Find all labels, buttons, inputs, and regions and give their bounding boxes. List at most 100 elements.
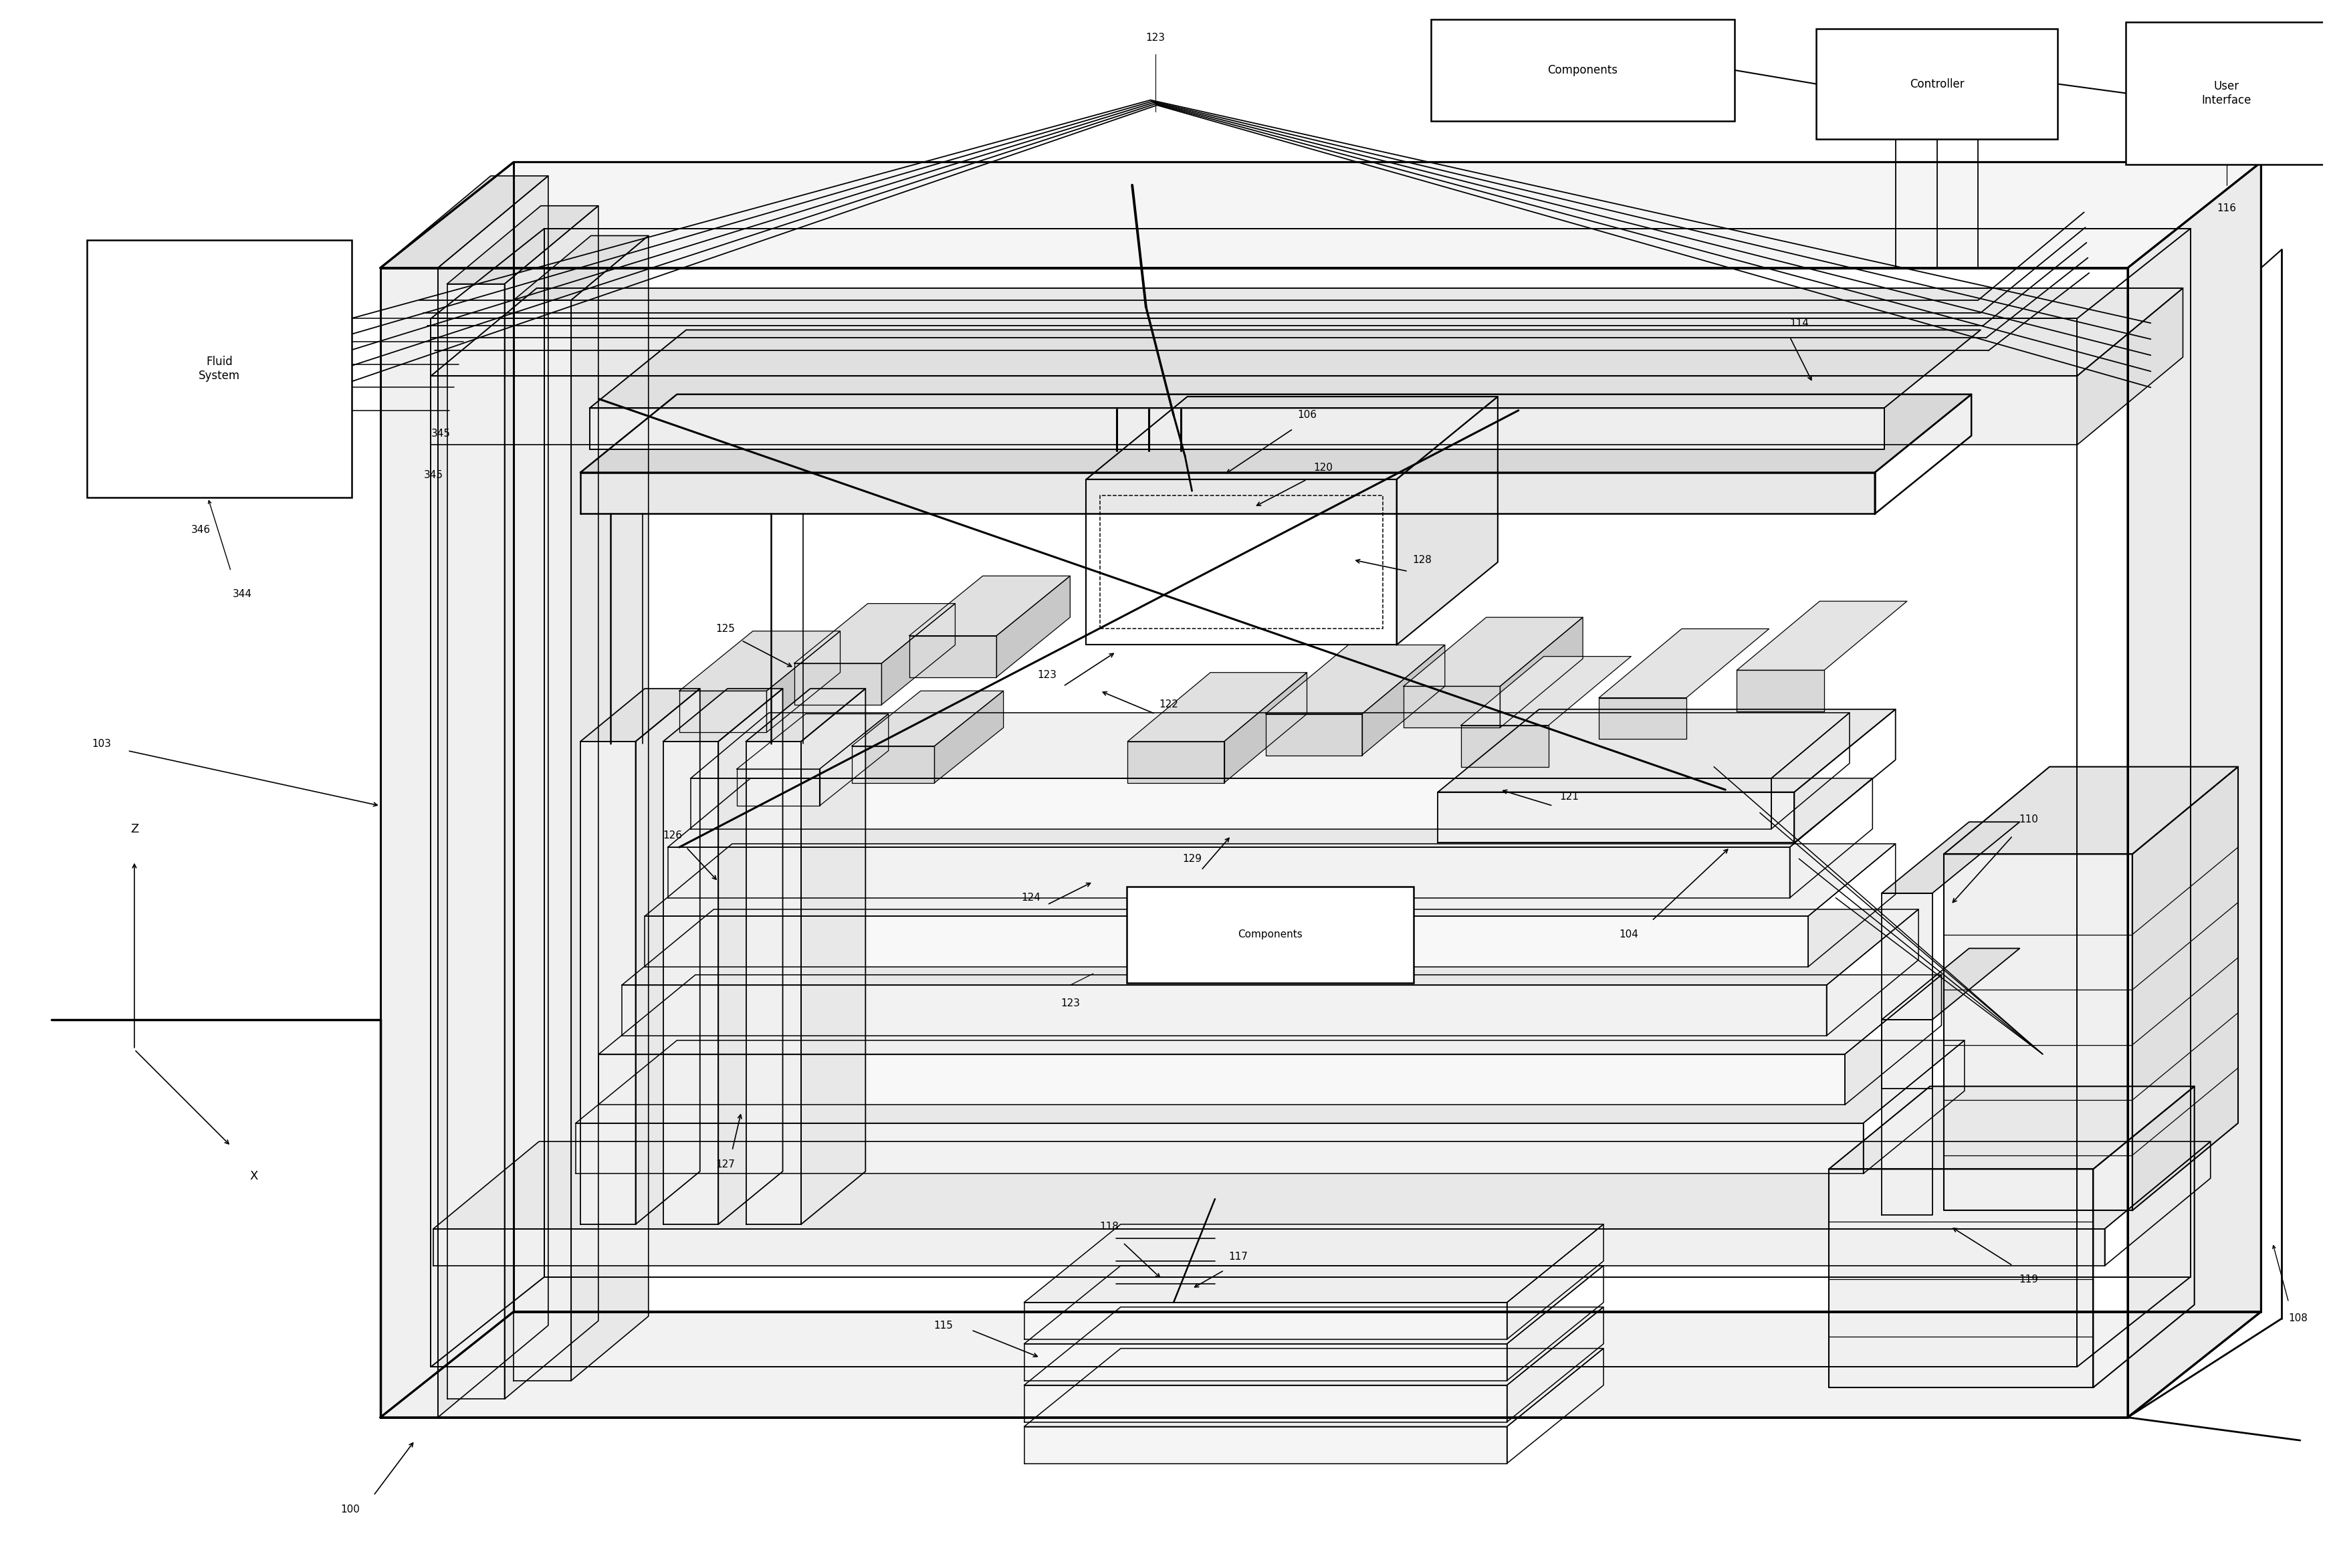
- Polygon shape: [851, 746, 935, 782]
- Polygon shape: [1023, 1385, 1507, 1422]
- Polygon shape: [577, 1040, 1965, 1123]
- Text: 129: 129: [1183, 853, 1202, 864]
- Polygon shape: [818, 713, 888, 806]
- Polygon shape: [621, 909, 1918, 985]
- Text: Fluid
System: Fluid System: [198, 356, 239, 383]
- Polygon shape: [581, 472, 1874, 514]
- Polygon shape: [600, 975, 1941, 1054]
- Polygon shape: [600, 1054, 1846, 1105]
- Text: Controller: Controller: [1909, 78, 1965, 89]
- Polygon shape: [909, 575, 1070, 635]
- Text: 124: 124: [1021, 892, 1042, 903]
- Polygon shape: [997, 575, 1070, 677]
- Polygon shape: [737, 713, 888, 768]
- Polygon shape: [851, 691, 1004, 746]
- Polygon shape: [1600, 629, 1769, 698]
- Bar: [88, 240, 351, 497]
- Text: 114: 114: [1790, 318, 1809, 328]
- Polygon shape: [446, 284, 505, 1399]
- Text: 117: 117: [1228, 1251, 1249, 1262]
- Text: 116: 116: [2216, 204, 2237, 213]
- Polygon shape: [1128, 742, 1225, 782]
- Polygon shape: [432, 1142, 2211, 1229]
- Polygon shape: [381, 162, 2262, 268]
- Polygon shape: [767, 630, 839, 732]
- Polygon shape: [663, 688, 784, 742]
- Polygon shape: [1881, 1019, 1932, 1215]
- Polygon shape: [2076, 289, 2183, 445]
- Text: 108: 108: [2288, 1314, 2309, 1323]
- Polygon shape: [1460, 726, 1548, 767]
- Polygon shape: [679, 691, 767, 732]
- Text: 119: 119: [2018, 1275, 2039, 1284]
- Polygon shape: [514, 235, 649, 299]
- Polygon shape: [737, 768, 818, 806]
- Bar: [1100, 495, 1383, 629]
- Bar: [1125, 886, 1414, 983]
- Polygon shape: [644, 916, 1809, 967]
- Polygon shape: [1404, 687, 1500, 728]
- Polygon shape: [1830, 1170, 2092, 1388]
- Text: Components: Components: [1548, 64, 1618, 77]
- Polygon shape: [1600, 698, 1686, 739]
- Text: 126: 126: [663, 831, 681, 840]
- Text: 127: 127: [716, 1159, 735, 1170]
- Polygon shape: [1404, 618, 1583, 687]
- Text: 121: 121: [1560, 792, 1579, 801]
- Polygon shape: [1881, 949, 2020, 1019]
- Polygon shape: [663, 742, 718, 1225]
- Text: 344: 344: [233, 590, 251, 599]
- Text: 103: 103: [93, 739, 112, 750]
- Polygon shape: [667, 778, 1872, 847]
- Polygon shape: [621, 985, 1827, 1036]
- Polygon shape: [1944, 767, 2239, 855]
- Polygon shape: [581, 688, 700, 742]
- Polygon shape: [2127, 162, 2262, 1417]
- Polygon shape: [679, 630, 839, 691]
- Polygon shape: [505, 205, 598, 1399]
- Polygon shape: [1460, 657, 1632, 726]
- Polygon shape: [746, 742, 802, 1225]
- Polygon shape: [935, 691, 1004, 782]
- Polygon shape: [581, 394, 1972, 472]
- Polygon shape: [577, 1123, 1862, 1174]
- Text: 123: 123: [1060, 999, 1079, 1008]
- Polygon shape: [881, 604, 956, 704]
- Polygon shape: [691, 778, 1772, 829]
- Polygon shape: [1737, 601, 1906, 670]
- Polygon shape: [430, 376, 2076, 445]
- Polygon shape: [691, 713, 1848, 778]
- Polygon shape: [1265, 644, 1444, 713]
- Polygon shape: [1023, 1225, 1604, 1303]
- Bar: [1816, 28, 2058, 140]
- Polygon shape: [381, 268, 437, 1417]
- Text: 102: 102: [1153, 975, 1172, 986]
- Polygon shape: [446, 205, 598, 284]
- Text: Components: Components: [1237, 930, 1302, 939]
- Polygon shape: [1023, 1308, 1604, 1385]
- Polygon shape: [1023, 1344, 1507, 1380]
- Text: User
Interface: User Interface: [2202, 80, 2251, 107]
- Polygon shape: [1225, 673, 1307, 782]
- Polygon shape: [1128, 673, 1307, 742]
- Polygon shape: [802, 688, 865, 1225]
- Polygon shape: [437, 176, 549, 1417]
- Text: X: X: [249, 1170, 258, 1182]
- Polygon shape: [514, 299, 572, 1380]
- Polygon shape: [1830, 1087, 2195, 1170]
- Bar: [1432, 19, 1734, 121]
- Polygon shape: [746, 688, 865, 742]
- Polygon shape: [591, 329, 1981, 408]
- Polygon shape: [1023, 1348, 1604, 1427]
- Polygon shape: [1023, 1303, 1507, 1339]
- Polygon shape: [572, 235, 649, 1380]
- Text: 110: 110: [2018, 815, 2039, 825]
- Polygon shape: [644, 844, 1895, 916]
- Polygon shape: [1023, 1265, 1604, 1344]
- Polygon shape: [1944, 855, 2132, 1210]
- Text: 115: 115: [935, 1320, 953, 1330]
- Polygon shape: [909, 635, 997, 677]
- Polygon shape: [1086, 397, 1497, 480]
- Polygon shape: [581, 742, 635, 1225]
- Text: Z: Z: [130, 823, 140, 834]
